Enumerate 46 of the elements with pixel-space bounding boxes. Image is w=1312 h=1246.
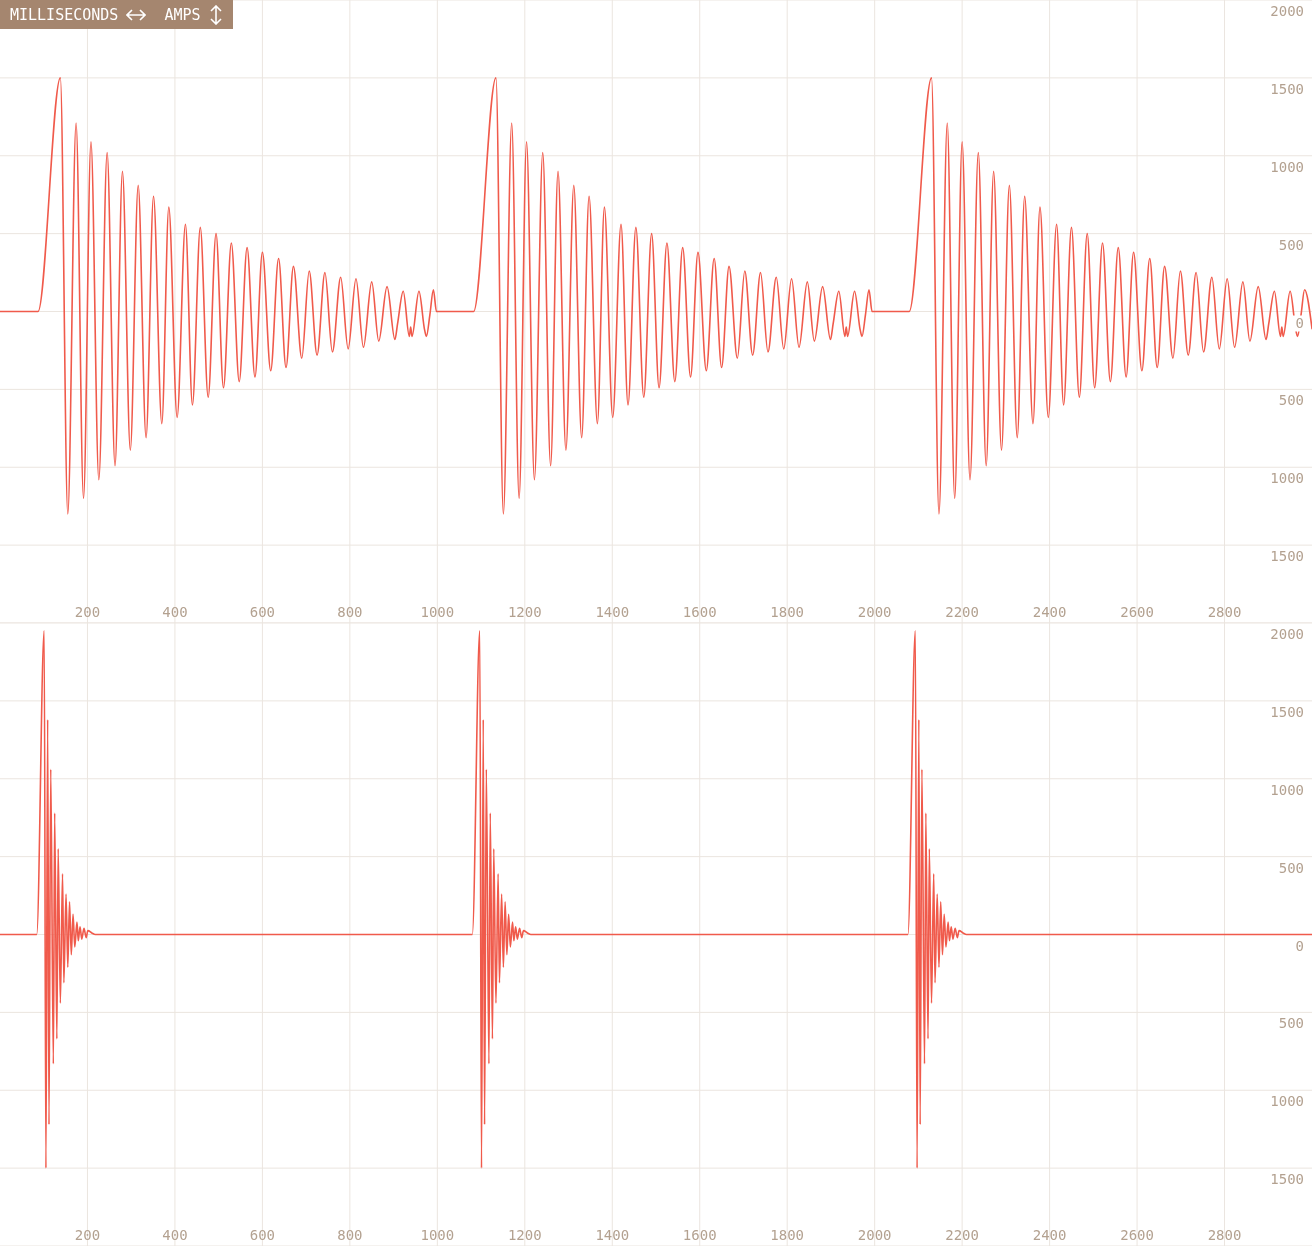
- x-tick-label: 600: [249, 1227, 276, 1243]
- y-tick-label: 500: [1278, 1015, 1304, 1032]
- y-tick-label: 1000: [1270, 781, 1304, 798]
- x-tick-label: 400: [162, 604, 188, 620]
- x-tick-label: 1200: [507, 604, 542, 620]
- y-tick-label: 1500: [1270, 703, 1304, 720]
- y-tick-label: 0: [1295, 314, 1304, 331]
- x-tick-label: 200: [74, 604, 101, 620]
- x-tick-label: 800: [337, 1227, 363, 1243]
- y-tick-label: 1500: [1270, 1171, 1304, 1188]
- x-tick-label: 1800: [770, 1227, 805, 1243]
- x-tick-label: 200: [74, 1227, 101, 1243]
- y-tick-label: 2000: [1270, 626, 1304, 642]
- y-tick-label: 500: [1278, 859, 1304, 876]
- y-axis-title: AMPS: [164, 5, 201, 24]
- y-tick-label: 1000: [1270, 470, 1304, 487]
- x-tick-label: 1600: [682, 604, 717, 620]
- x-tick-label: 2600: [1120, 1227, 1154, 1243]
- x-tick-label: 2800: [1207, 604, 1242, 620]
- y-tick-label: 500: [1278, 392, 1304, 409]
- x-tick-label: 2200: [945, 1227, 979, 1243]
- y-tick-label: 1000: [1270, 158, 1304, 175]
- y-tick-label: 0: [1295, 937, 1304, 954]
- y-tick-label: 1500: [1270, 80, 1304, 97]
- x-tick-label: 1600: [682, 1227, 717, 1243]
- x-tick-label: 400: [162, 1227, 188, 1243]
- x-tick-label: 1400: [595, 604, 630, 620]
- x-tick-label: 2000: [857, 1227, 892, 1243]
- x-tick-label: 1200: [507, 1227, 542, 1243]
- x-tick-label: 2400: [1032, 1227, 1067, 1243]
- x-tick-label: 1400: [595, 1227, 630, 1243]
- x-axis-title: MILLISECONDS: [10, 5, 119, 24]
- x-tick-label: 2800: [1207, 1227, 1242, 1243]
- x-tick-label: 2200: [945, 604, 979, 620]
- y-tick-label: 1500: [1270, 548, 1304, 565]
- x-tick-label: 2000: [857, 604, 892, 620]
- x-tick-label: 600: [249, 604, 276, 620]
- x-tick-label: 2400: [1032, 604, 1067, 620]
- y-tick-label: 2000: [1270, 3, 1304, 19]
- x-tick-label: 1000: [420, 604, 455, 620]
- y-tick-label: 1000: [1270, 1093, 1304, 1110]
- x-tick-label: 1800: [770, 604, 805, 620]
- x-tick-label: 800: [337, 604, 363, 620]
- x-tick-label: 2600: [1120, 604, 1154, 620]
- y-tick-label: 500: [1278, 236, 1304, 253]
- x-tick-label: 1000: [420, 1227, 455, 1243]
